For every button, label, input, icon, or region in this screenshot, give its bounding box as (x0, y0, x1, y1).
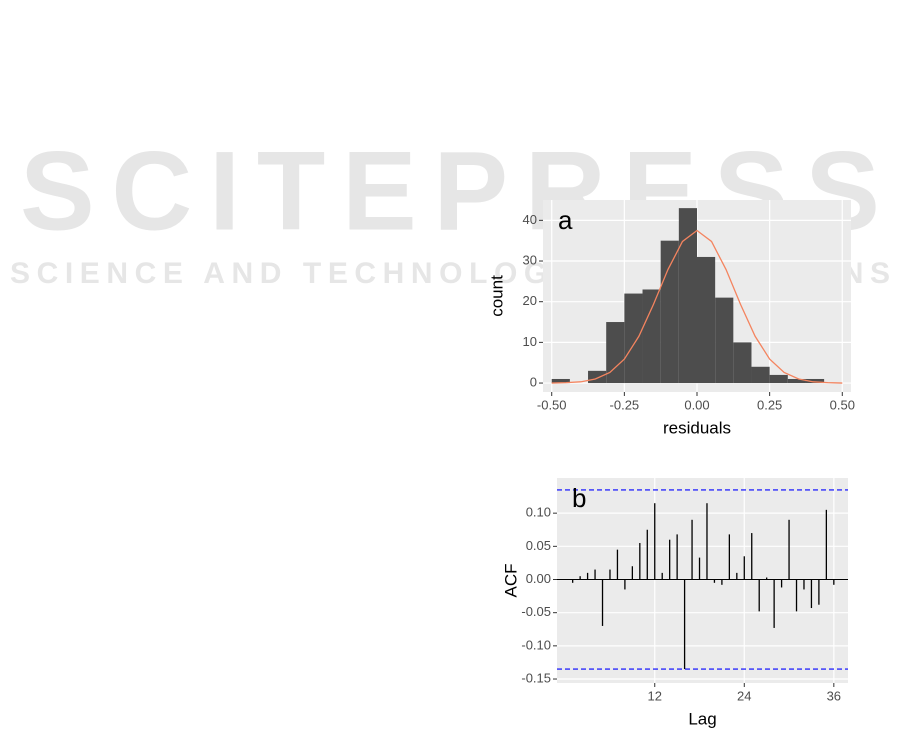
bar (678, 208, 697, 384)
bar (769, 374, 788, 384)
bar (697, 256, 716, 384)
x-tick-label: -0.50 (537, 397, 567, 412)
x-axis-title: residuals (663, 418, 731, 437)
density-curve (551, 229, 843, 384)
bar (660, 240, 679, 384)
x-tick-label: 36 (827, 688, 841, 703)
bar (588, 370, 607, 384)
x-tick-label: 0.00 (684, 397, 709, 412)
y-tick-label: -0.10 (521, 637, 551, 652)
y-tick-label: 40 (523, 212, 537, 227)
bar (606, 322, 625, 384)
y-tick-label: -0.05 (521, 604, 551, 619)
bar (805, 378, 825, 384)
annotation: a (558, 205, 573, 235)
bar (551, 378, 570, 384)
x-tick-label: 0.25 (757, 397, 782, 412)
panel (557, 478, 848, 683)
y-tick-label: -0.15 (521, 670, 551, 685)
y-tick-label: 30 (523, 252, 537, 267)
annotation: b (572, 483, 586, 513)
y-tick-label: 0.10 (526, 505, 551, 520)
x-tick-label: 24 (737, 688, 751, 703)
x-tick-label: -0.25 (610, 397, 640, 412)
x-axis-title: Lag (688, 709, 716, 728)
bar (733, 342, 752, 384)
y-tick-label: 20 (523, 293, 537, 308)
y-axis-title: ACF (501, 564, 520, 598)
y-tick-label: 10 (523, 334, 537, 349)
x-tick-label: 0.50 (830, 397, 855, 412)
y-tick-label: 0.05 (526, 538, 551, 553)
bar (715, 297, 734, 384)
bar (642, 289, 661, 384)
bar (624, 293, 643, 384)
x-tick-label: 12 (648, 688, 662, 703)
y-tick-label: 0.00 (526, 571, 551, 586)
bar (751, 366, 770, 384)
bar (787, 378, 806, 384)
y-axis-title: count (487, 275, 506, 317)
y-tick-label: 0 (530, 374, 537, 389)
